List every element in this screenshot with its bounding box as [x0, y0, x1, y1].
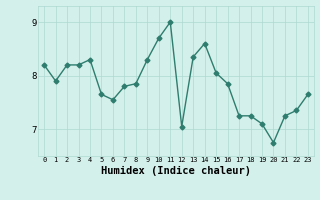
X-axis label: Humidex (Indice chaleur): Humidex (Indice chaleur): [101, 166, 251, 176]
